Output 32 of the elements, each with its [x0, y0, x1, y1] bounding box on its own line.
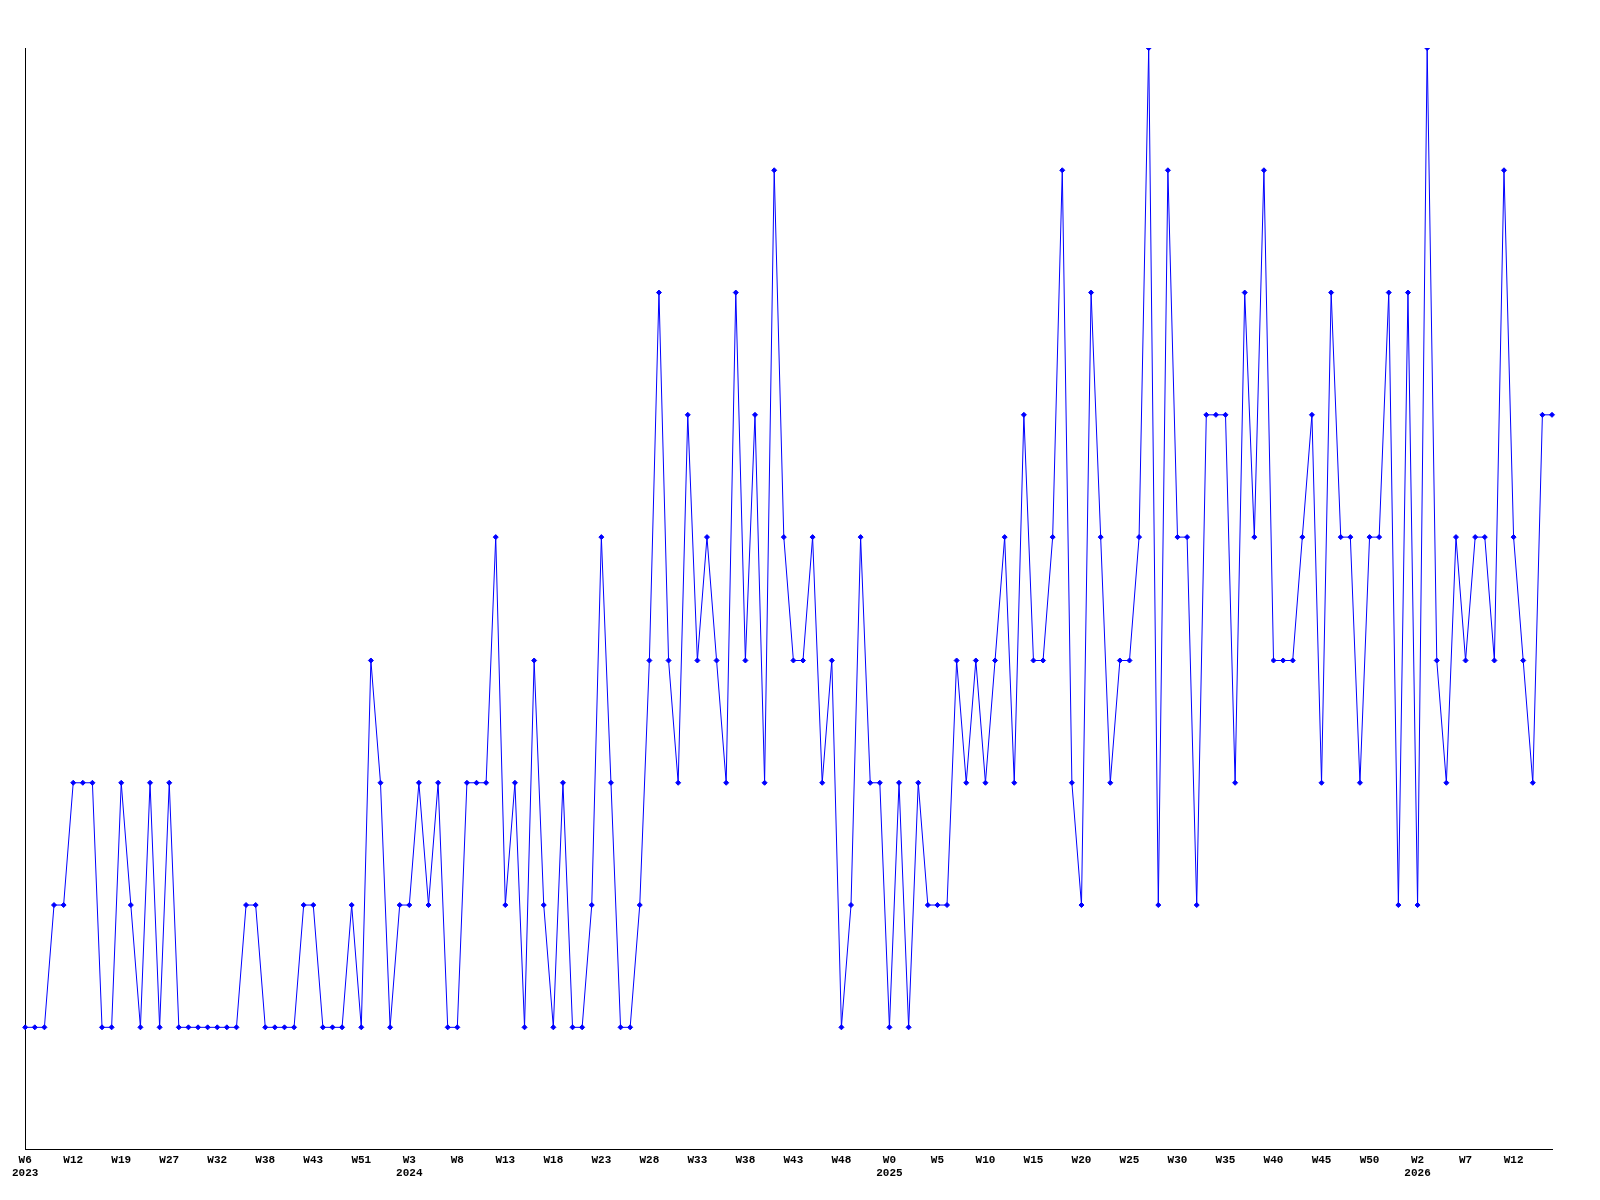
x-tick-label: W43 — [303, 1153, 324, 1166]
x-tick-label: W28 — [639, 1153, 660, 1166]
x-tick-label: W0 2025 — [876, 1153, 904, 1180]
x-tick-label: W2 2026 — [1404, 1153, 1431, 1180]
x-tick-label: W35 — [1215, 1153, 1236, 1166]
x-tick-label: W7 — [1458, 1153, 1473, 1166]
x-tick-label: W38 — [255, 1153, 276, 1166]
x-tick-label: W38 — [735, 1153, 756, 1166]
x-tick-label: W13 — [495, 1153, 516, 1166]
x-tick-label: W27 — [159, 1153, 180, 1166]
x-tick-label: W43 — [783, 1153, 804, 1166]
x-tick-label: W23 — [591, 1153, 612, 1166]
x-tick-label: W6 2023 — [12, 1153, 39, 1180]
x-tick-label: W3 2024 — [396, 1153, 423, 1180]
x-tick-label: W45 — [1311, 1153, 1332, 1166]
x-tick-label: W51 — [351, 1153, 372, 1166]
x-tick-label: W50 — [1359, 1153, 1380, 1166]
x-tick-label: W33 — [687, 1153, 708, 1166]
x-tick-label: W5 — [930, 1153, 945, 1166]
x-tick-label: W30 — [1167, 1153, 1188, 1166]
x-tick-label: W12 — [63, 1153, 84, 1166]
x-tick-label: W19 — [111, 1153, 132, 1166]
x-tick-label: W8 — [450, 1153, 465, 1166]
x-tick-label: W48 — [831, 1153, 852, 1166]
x-tick-label: W12 — [1503, 1153, 1524, 1166]
x-tick-label: W20 — [1071, 1153, 1092, 1166]
x-tick-label: W25 — [1119, 1153, 1140, 1166]
x-tick-label: W40 — [1263, 1153, 1284, 1166]
x-tick-label: W10 — [975, 1153, 996, 1166]
x-tick-label: W15 — [1023, 1153, 1044, 1166]
x-tick-label: W18 — [543, 1153, 564, 1166]
x-tick-label: W32 — [207, 1153, 228, 1166]
